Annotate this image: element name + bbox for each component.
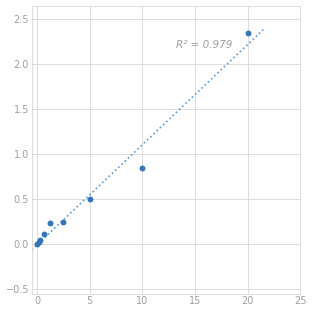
Text: R² = 0.979: R² = 0.979 — [176, 40, 232, 50]
Point — [61, 219, 66, 224]
Point — [41, 232, 46, 237]
Point — [245, 30, 250, 35]
Point — [48, 221, 53, 226]
Point — [36, 240, 41, 245]
Point — [38, 237, 43, 242]
Point — [140, 165, 145, 170]
Point — [35, 241, 40, 246]
Point — [87, 197, 92, 202]
